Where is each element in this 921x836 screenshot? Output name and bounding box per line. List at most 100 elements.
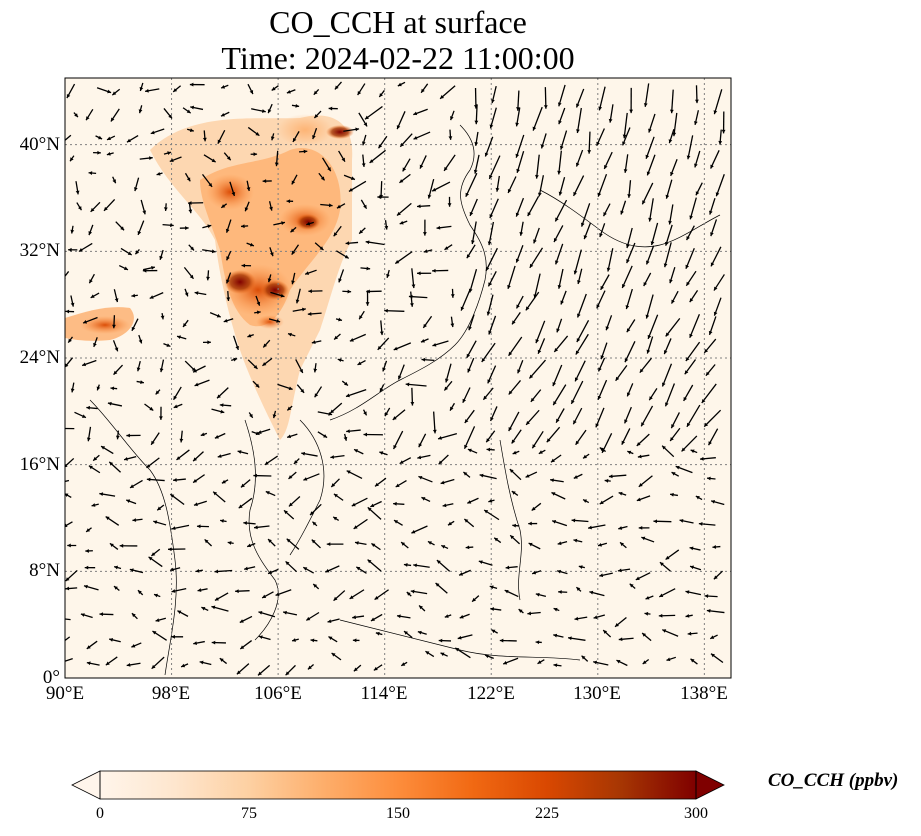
wind-arrow [715, 174, 725, 197]
wind-arrow [271, 85, 279, 91]
wind-arrow [422, 315, 433, 329]
wind-arrow [384, 407, 391, 417]
wind-arrow [214, 432, 226, 439]
wind-arrow [65, 569, 78, 582]
wind-arrow [418, 475, 433, 483]
wind-arrow [334, 81, 342, 90]
wind-arrow [106, 151, 114, 156]
wind-arrow [648, 388, 658, 401]
wind-arrow [244, 201, 250, 212]
wind-arrow [463, 518, 475, 528]
wind-arrow [502, 657, 519, 665]
wind-arrow [136, 380, 145, 384]
lat-label-16n: 16°N [19, 454, 60, 475]
wind-arrow [363, 432, 383, 437]
lon-label-106e: 106°E [254, 683, 302, 704]
wind-arrow [685, 590, 702, 596]
wind-arrow [341, 380, 349, 387]
wind-arrow [516, 151, 525, 174]
wind-arrow [172, 85, 182, 93]
wind-arrow [493, 537, 502, 544]
wind-arrow [417, 271, 432, 276]
wind-arrow [533, 227, 540, 244]
wind-arrow [179, 430, 184, 443]
wind-arrow [558, 590, 568, 594]
wind-arrow [246, 542, 256, 548]
wind-arrow [317, 411, 333, 416]
wind-arrow [421, 496, 431, 503]
wind-arrow [308, 289, 323, 294]
wind-arrow [582, 499, 590, 504]
wind-arrow [336, 203, 346, 209]
wind-arrow [163, 343, 171, 348]
wind-arrow [307, 664, 314, 670]
wind-arrow [535, 320, 546, 344]
wind-arrow [515, 134, 525, 158]
wind-arrow [693, 110, 700, 126]
wind-arrow [629, 87, 634, 114]
wind-arrow [267, 103, 273, 114]
wind-arrow [202, 340, 211, 345]
lon-label-98e: 98°E [151, 683, 191, 704]
wind-arrow [689, 565, 702, 571]
wind-arrow [581, 655, 589, 662]
wind-arrow [515, 244, 524, 263]
wind-arrow [115, 430, 120, 440]
wind-arrow [419, 155, 427, 169]
wind-arrow [277, 383, 293, 391]
wind-arrow [235, 589, 250, 594]
wind-arrow [243, 521, 256, 525]
wind-arrow [129, 479, 143, 489]
wind-arrow [247, 83, 254, 95]
wind-arrow [272, 410, 277, 419]
wind-arrow [454, 647, 471, 659]
wind-arrow [687, 631, 698, 636]
wind-arrow [555, 408, 565, 423]
wind-arrow [153, 520, 167, 526]
wind-arrow [377, 337, 390, 351]
wind-arrow [485, 247, 498, 272]
wind-arrow [200, 432, 208, 437]
wind-arrow [331, 652, 342, 661]
wind-arrow [86, 661, 100, 666]
wind-arrow [153, 593, 161, 598]
wind-arrow [131, 612, 138, 620]
wind-arrow [551, 520, 568, 527]
wind-arrow [420, 338, 429, 343]
colorbar-tick-75: 75 [241, 805, 257, 822]
wind-arrow [572, 407, 583, 425]
wind-arrow [288, 471, 297, 480]
wind-arrow [253, 525, 270, 530]
wind-arrow [703, 409, 722, 428]
wind-arrow [648, 113, 656, 133]
wind-arrow [447, 520, 455, 526]
wind-arrow [209, 312, 222, 318]
wind-arrow [600, 342, 608, 360]
wind-arrow [525, 409, 540, 426]
wind-arrow [360, 266, 371, 271]
wind-arrow [149, 292, 164, 300]
wind-arrow [670, 290, 679, 304]
wind-arrow [450, 316, 455, 328]
wind-arrow [85, 548, 93, 553]
wind-arrow [169, 493, 185, 506]
hotspot-south [256, 315, 284, 329]
wind-arrow [710, 246, 722, 267]
wind-arrow [291, 272, 296, 285]
wind-arrow [608, 474, 627, 479]
wind-arrow [554, 199, 568, 222]
wind-arrow [540, 133, 547, 149]
wind-arrow [168, 547, 186, 552]
wind-arrow [669, 492, 678, 497]
colorbar-frame [99, 770, 697, 800]
wind-arrow [212, 491, 226, 503]
wind-arrow [621, 428, 631, 445]
wind-arrow [645, 595, 654, 600]
wind-arrow [362, 409, 368, 416]
wind-arrow [201, 173, 213, 188]
wind-arrow [348, 180, 367, 192]
wind-arrow [511, 312, 521, 325]
wind-arrow [357, 359, 366, 366]
wind-arrow [268, 201, 273, 211]
wind-arrow [574, 616, 588, 621]
